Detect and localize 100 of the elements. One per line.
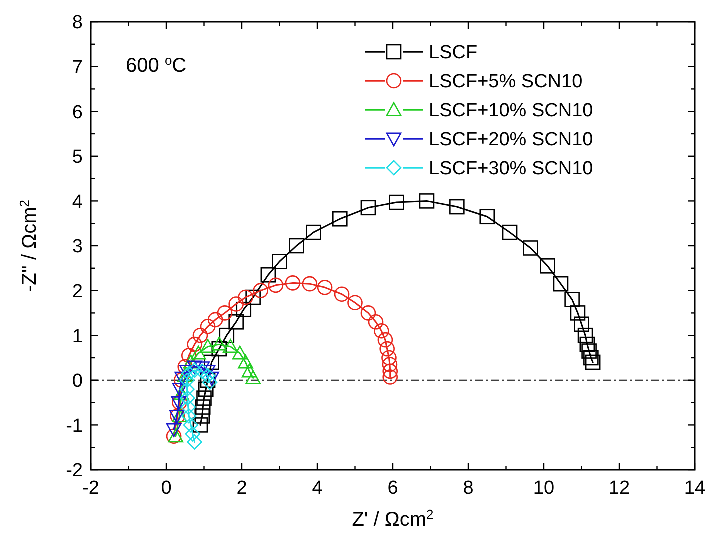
- point: [194, 364, 210, 380]
- point: [584, 350, 599, 366]
- point: [585, 354, 601, 370]
- point: [180, 372, 195, 388]
- point: [368, 314, 384, 330]
- point: [570, 306, 586, 321]
- x-tick-label: 0: [161, 478, 172, 499]
- point: [582, 344, 597, 359]
- point: [217, 306, 233, 321]
- point: [180, 390, 196, 406]
- legend-label: LSCF+30% SCN10: [429, 158, 594, 180]
- point: [187, 362, 202, 378]
- point: [174, 386, 190, 400]
- point: [192, 418, 208, 433]
- x-tick-label: 6: [388, 478, 398, 499]
- legend-label: LSCF+5% SCN10: [429, 72, 583, 93]
- y-tick-label: 4: [72, 192, 84, 213]
- point: [219, 328, 235, 344]
- y-tick-label: 3: [72, 236, 83, 258]
- point: [232, 346, 248, 360]
- point: [198, 382, 214, 398]
- y-tick-label: 8: [72, 12, 83, 34]
- x-tick-label: 4: [312, 478, 324, 499]
- point: [540, 258, 556, 274]
- point: [238, 354, 254, 369]
- point: [580, 336, 596, 352]
- point: [212, 336, 227, 351]
- point: [360, 306, 376, 321]
- point: [208, 312, 224, 328]
- x-axis-title: Z' / Ωcm$^{2}$: [352, 506, 434, 531]
- point: [246, 370, 261, 384]
- point: [480, 209, 496, 225]
- point: [419, 194, 435, 209]
- y-tick-label: 5: [72, 147, 83, 168]
- x-tick-label: 14: [684, 478, 706, 499]
- point: [223, 339, 238, 354]
- y-tick-label: 0: [72, 371, 83, 392]
- point: [450, 199, 465, 215]
- point: [578, 328, 594, 344]
- point: [182, 348, 197, 364]
- point: [194, 362, 210, 376]
- point: [374, 323, 390, 339]
- point: [380, 341, 395, 357]
- point: [180, 400, 196, 415]
- x-tick-label: 2: [236, 478, 248, 499]
- point: [382, 364, 398, 380]
- point: [382, 357, 398, 372]
- point: [194, 408, 210, 424]
- point: [348, 295, 363, 311]
- point: [212, 341, 227, 357]
- x-tick-label: 8: [463, 478, 474, 499]
- point: [204, 372, 220, 386]
- point: [268, 278, 284, 294]
- point: [272, 254, 288, 270]
- point: [285, 276, 301, 291]
- point: [192, 328, 208, 344]
- point: [334, 286, 350, 302]
- annotation: 600 $^{o}$C: [126, 52, 187, 77]
- point: [523, 240, 538, 256]
- point: [187, 434, 202, 450]
- legend-label: LSCF+20% SCN10: [429, 130, 594, 151]
- point: [190, 346, 206, 360]
- point: [378, 332, 394, 348]
- point: [228, 296, 244, 312]
- y-tick-label: -1: [66, 416, 83, 437]
- point: [332, 211, 348, 227]
- legend-label: LSCF+10% SCN10: [429, 100, 594, 122]
- point: [195, 400, 211, 415]
- point: [166, 423, 182, 438]
- y-tick-label: 1: [72, 326, 83, 348]
- point: [574, 316, 590, 332]
- point: [564, 292, 580, 308]
- point: [389, 194, 404, 210]
- point: [246, 290, 261, 306]
- point: [228, 314, 244, 330]
- point: [242, 364, 258, 378]
- point: [200, 318, 216, 334]
- legend-label: LSCF: [429, 42, 478, 64]
- y-tick-label: 6: [72, 102, 83, 124]
- point: [187, 360, 202, 375]
- point: [196, 390, 212, 406]
- y-tick-label: 2: [72, 281, 83, 302]
- point: [172, 383, 188, 398]
- point: [185, 426, 201, 442]
- x-tick-label: 12: [608, 478, 630, 499]
- point: [183, 418, 199, 433]
- x-tick-label: 10: [533, 478, 555, 499]
- point: [306, 224, 322, 240]
- point: [382, 350, 397, 366]
- point: [187, 336, 202, 352]
- point: [260, 267, 276, 283]
- point: [182, 408, 197, 424]
- point: [553, 276, 569, 292]
- point: [236, 302, 252, 318]
- point: [238, 290, 254, 306]
- point: [200, 368, 216, 384]
- point: [317, 280, 333, 296]
- point: [253, 283, 269, 298]
- point: [200, 365, 216, 380]
- point: [360, 200, 376, 216]
